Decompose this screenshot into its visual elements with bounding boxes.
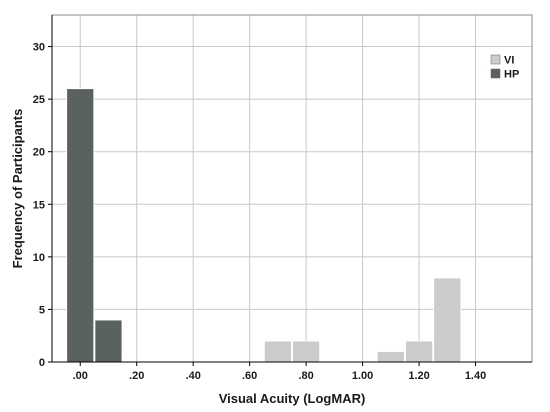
- legend-label-hp: HP: [504, 69, 519, 81]
- legend-label-vi: VI: [504, 55, 514, 67]
- y-axis-label: Frequency of Participants: [10, 109, 25, 269]
- y-tick-label: 15: [33, 199, 45, 211]
- legend-swatch-hp: [490, 68, 501, 79]
- x-tick-label: 1.00: [352, 370, 373, 382]
- tick-labels: 0 5 10 15 20 25 30 .00 .20 .40 .60 .80 1.00 1.20 1.40: [33, 42, 486, 382]
- x-tick-label: .00: [73, 370, 88, 382]
- x-tick-label: .40: [186, 370, 201, 382]
- bar-vi: [376, 350, 405, 363]
- y-tick-label: 30: [33, 42, 45, 54]
- bar-vi: [433, 277, 462, 363]
- x-tick-label: 1.20: [408, 370, 429, 382]
- y-tick-label: 25: [33, 94, 45, 106]
- axes: [51, 14, 533, 363]
- x-tick-label: .20: [129, 370, 144, 382]
- y-tick-label: 20: [33, 147, 45, 159]
- gridlines: [52, 15, 532, 362]
- y-tick-label: 5: [39, 304, 45, 316]
- legend: VI HP: [490, 54, 519, 81]
- bar-vi: [404, 340, 434, 363]
- x-tick-label: .80: [298, 370, 313, 382]
- bars: [66, 88, 462, 363]
- bar-vi: [263, 340, 293, 363]
- bar-hp: [66, 88, 95, 363]
- legend-swatch-vi: [490, 54, 501, 65]
- x-tick-label: 1.40: [465, 370, 486, 382]
- bar-vi: [292, 340, 321, 363]
- bar-hp: [94, 319, 123, 363]
- y-tick-label: 10: [33, 252, 45, 264]
- x-axis-label: Visual Acuity (LogMAR): [219, 391, 366, 406]
- y-tick-label: 0: [39, 357, 45, 369]
- x-tick-label: .60: [242, 370, 257, 382]
